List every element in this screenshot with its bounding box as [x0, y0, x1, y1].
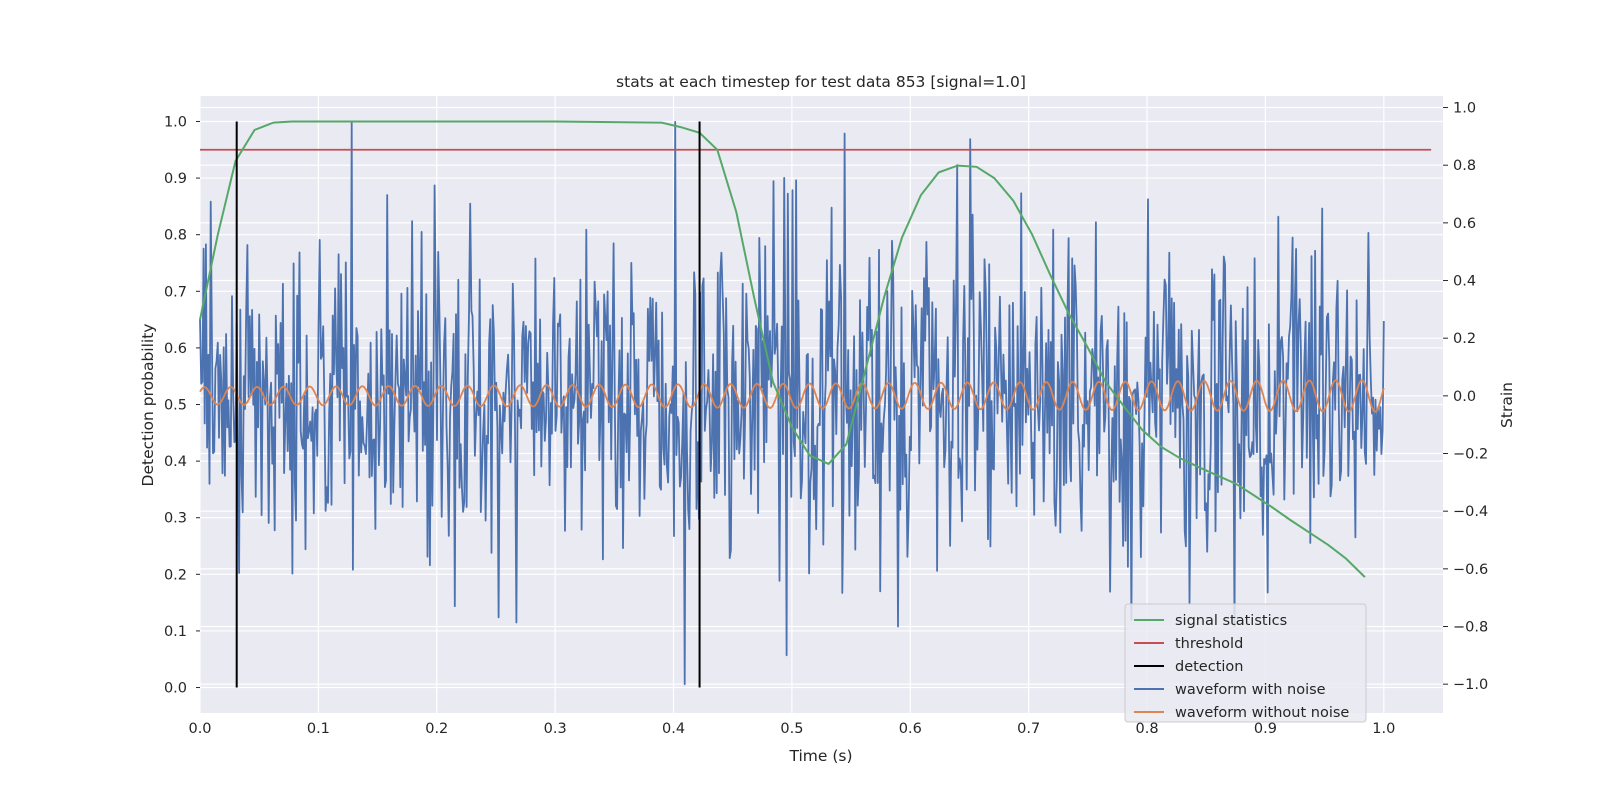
legend-label: threshold	[1175, 636, 1243, 652]
x-tick-label: 0.3	[544, 721, 567, 737]
y-tick-label: 0.0	[164, 681, 187, 697]
y-tick-label: 0.8	[164, 228, 187, 244]
y-axis-label-right: Strain	[1498, 382, 1516, 428]
x-tick-label: 0.7	[1017, 721, 1040, 737]
y-axis-label-left: Detection probability	[139, 324, 157, 487]
y-tick-label: 0.2	[164, 567, 187, 583]
legend-label: waveform without noise	[1175, 705, 1349, 721]
y-right-tick-label: −0.6	[1453, 562, 1488, 578]
y-tick-label: 1.0	[164, 114, 187, 130]
y-right-tick-label: −0.2	[1453, 447, 1488, 463]
y-right-tick-label: 0.6	[1453, 216, 1476, 232]
series-waveform-with-noise	[199, 121, 1385, 686]
legend-label: signal statistics	[1175, 613, 1287, 629]
y-tick-label: 0.9	[164, 171, 187, 187]
y-right-tick-label: −0.8	[1453, 620, 1488, 636]
x-tick-label: 0.0	[188, 721, 211, 737]
x-axis-label: Time (s)	[788, 747, 852, 765]
y-tick-label: 0.6	[164, 341, 187, 357]
y-right-tick-label: 0.2	[1453, 331, 1476, 347]
y-tick-label: 0.1	[164, 624, 187, 640]
y-tick-label: 0.7	[164, 284, 187, 300]
y-right-tick-label: −1.0	[1453, 677, 1488, 693]
x-tick-label: 0.9	[1254, 721, 1277, 737]
series-waveform-without-noise	[199, 379, 1385, 413]
y-right-tick-label: 1.0	[1453, 101, 1476, 117]
series-signal-statistics	[199, 120, 1366, 578]
y-tick-label: 0.3	[164, 511, 187, 527]
series-layer	[199, 120, 1432, 688]
y-right-tick-label: 0.8	[1453, 158, 1476, 174]
x-tick-label: 1.0	[1372, 721, 1395, 737]
legend: signal statistics threshold detection wavef…	[1124, 603, 1367, 723]
x-tick-label: 0.4	[662, 721, 685, 737]
chart-title: stats at each timestep for test data 853…	[616, 73, 1026, 91]
x-tick-label: 0.1	[307, 721, 330, 737]
y-right-tick-label: −0.4	[1453, 504, 1488, 520]
x-tick-label: 0.2	[425, 721, 448, 737]
legend-box	[1124, 603, 1367, 723]
x-tick-label: 0.5	[780, 721, 803, 737]
y-right-tick-label: 0.4	[1453, 274, 1476, 290]
axis-ticks: 0.0 0.1 0.2 0.3 0.4 0.5 0.6 0.7 0.8 0.9 1.0 0.0 0.1 0…	[164, 101, 1488, 737]
y-tick-label: 0.4	[164, 454, 187, 470]
x-tick-label: 0.8	[1136, 721, 1159, 737]
y-right-tick-label: 0.0	[1453, 389, 1476, 405]
y-tick-label: 0.5	[164, 398, 187, 414]
legend-label: waveform with noise	[1175, 682, 1326, 698]
x-tick-label: 0.6	[899, 721, 922, 737]
legend-label: detection	[1175, 659, 1243, 675]
